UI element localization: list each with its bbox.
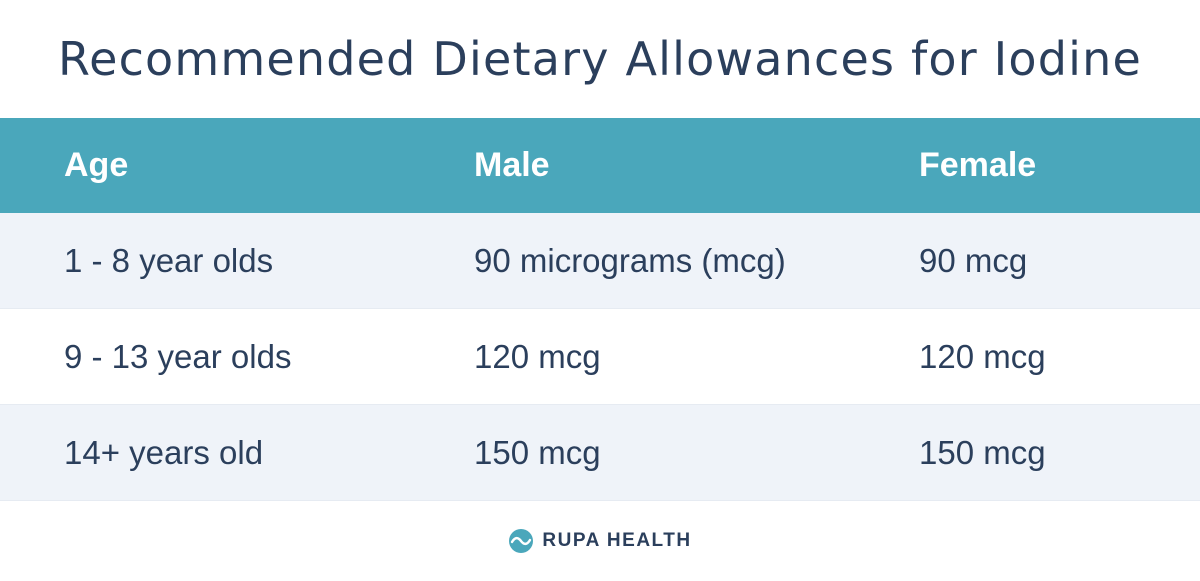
cell-age: 14+ years old <box>64 433 264 471</box>
header-male: Male <box>474 146 550 184</box>
cell-female: 90 mcg <box>919 241 1028 279</box>
iodine-rda-table: Age Male Female 1 - 8 year olds 90 micro… <box>0 118 1200 501</box>
header-age: Age <box>64 146 129 184</box>
brand-mark: RUPA HEALTH <box>508 528 691 554</box>
brand-name: RUPA HEALTH <box>542 529 692 551</box>
cell-age: 1 - 8 year olds <box>64 241 274 279</box>
table-row: 1 - 8 year olds 90 micrograms (mcg) 90 m… <box>0 213 1200 309</box>
page-title: Recommended Dietary Allowances for Iodin… <box>57 32 1143 86</box>
footer: RUPA HEALTH <box>0 500 1200 581</box>
cell-male: 120 mcg <box>474 337 601 375</box>
cell-male: 90 micrograms (mcg) <box>474 241 786 279</box>
cell-female: 120 mcg <box>919 337 1046 375</box>
cell-female: 150 mcg <box>919 433 1046 471</box>
header-female: Female <box>919 146 1037 184</box>
rupa-wave-logo-icon <box>508 528 534 554</box>
table-header-row: Age Male Female <box>0 118 1200 213</box>
cell-age: 9 - 13 year olds <box>64 337 292 375</box>
table-row: 9 - 13 year olds 120 mcg 120 mcg <box>0 309 1200 405</box>
table-row: 14+ years old 150 mcg 150 mcg <box>0 405 1200 501</box>
cell-male: 150 mcg <box>474 433 601 471</box>
